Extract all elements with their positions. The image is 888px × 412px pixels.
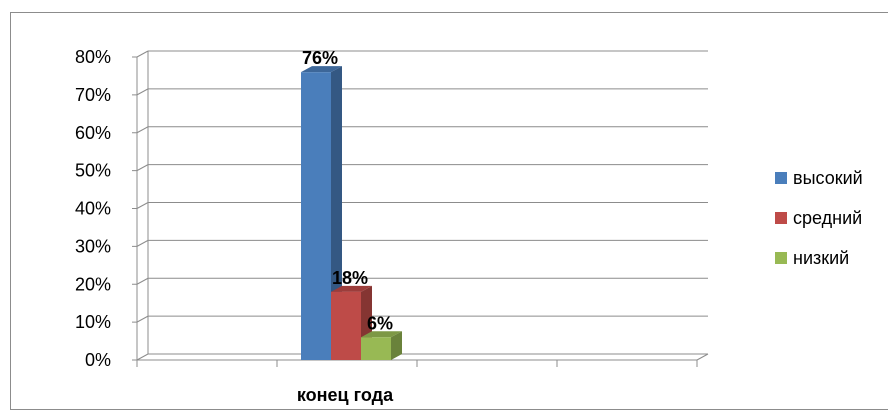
data-label-высокий: 76% — [302, 48, 338, 68]
gridline-side — [136, 50, 149, 58]
gridline-side — [136, 277, 149, 285]
legend-swatch — [775, 172, 787, 184]
bar-top-face — [331, 285, 372, 292]
legend-item-низкий: низкий — [775, 248, 849, 268]
bar-front-face — [361, 337, 391, 360]
legend-swatch — [775, 212, 787, 224]
gridline-side — [136, 353, 149, 361]
gridline-side — [136, 239, 149, 247]
chart-frame — [10, 12, 888, 410]
bar-side-face — [331, 66, 342, 361]
legend-item-высокий: высокий — [775, 168, 863, 188]
bar-front-face — [331, 291, 361, 360]
y-tick-label: 20% — [75, 274, 111, 294]
category-label: конец года — [297, 385, 394, 405]
legend-label: высокий — [793, 168, 863, 188]
bar-top-face — [361, 331, 402, 338]
y-tick-label: 50% — [75, 161, 111, 181]
bars-layer — [301, 66, 402, 361]
y-tick-label: 70% — [75, 85, 111, 105]
gridline-side — [136, 315, 149, 323]
legend-label: низкий — [793, 248, 849, 268]
legend-label: средний — [793, 208, 862, 228]
bar-низкий — [361, 331, 402, 360]
y-tick-label: 10% — [75, 312, 111, 332]
bar-side-face — [391, 331, 402, 360]
y-axis-ticks: 0% 10% 20% 30% 40% 50% 60% 70% 80% — [75, 47, 137, 370]
grid-layer — [136, 50, 709, 367]
gridline-side — [136, 88, 149, 96]
data-labels-layer: 76% 18% 6% — [302, 48, 393, 333]
legend: высокий средний низкий — [775, 168, 863, 268]
y-tick-label: 40% — [75, 199, 111, 219]
legend-item-средний: средний — [775, 208, 862, 228]
bar-front-face — [301, 72, 331, 361]
bar-top-face — [301, 66, 342, 73]
gridline-side — [136, 126, 149, 134]
y-tick-label: 30% — [75, 236, 111, 256]
data-label-средний: 18% — [332, 268, 368, 288]
gridline-side — [136, 202, 149, 209]
floor-right-edge — [696, 353, 709, 361]
data-label-низкий: 6% — [367, 313, 393, 333]
y-tick-label: 0% — [85, 350, 111, 370]
y-tick-label: 80% — [75, 47, 111, 67]
y-tick-label: 60% — [75, 123, 111, 143]
gridline-side — [136, 164, 149, 172]
legend-swatch — [775, 252, 787, 264]
bar-высокий — [301, 66, 342, 361]
